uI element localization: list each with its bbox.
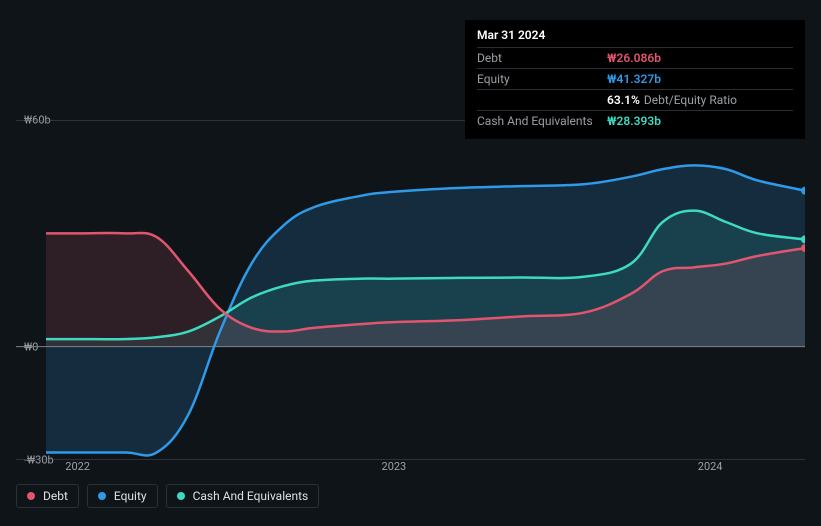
tooltip-row-label: Equity [477,72,607,86]
tooltip-row-value: ₩26.086b [607,51,661,65]
legend-dot-icon [98,492,106,500]
tooltip-row: Cash And Equivalents₩28.393b [477,110,793,131]
chart-tooltip: Mar 31 2024 Debt₩26.086bEquity₩41.327b63… [465,20,805,139]
tooltip-row: 63.1% Debt/Equity Ratio [477,89,793,110]
tooltip-date: Mar 31 2024 [477,28,793,47]
legend-dot-icon [177,492,185,500]
x-tick-label: 2023 [382,460,407,473]
legend-label: Cash And Equivalents [193,489,309,503]
legend-item[interactable]: Cash And Equivalents [166,484,320,508]
legend-label: Debt [43,489,68,503]
tooltip-row-label: Cash And Equivalents [477,114,607,128]
x-tick-label: 2022 [65,460,90,473]
tooltip-row-label: Debt [477,51,607,65]
tooltip-row: Debt₩26.086b [477,47,793,68]
legend-dot-icon [27,492,35,500]
legend-item[interactable]: Equity [87,484,158,508]
chart-area [16,120,805,460]
tooltip-row-label [477,93,607,107]
tooltip-row-extra: Debt/Equity Ratio [644,93,737,107]
legend-item[interactable]: Debt [16,484,79,508]
tooltip-row-value: 63.1% [607,93,640,107]
chart-svg [16,120,805,460]
legend-label: Equity [114,489,147,503]
tooltip-row: Equity₩41.327b [477,68,793,89]
x-tick-label: 2024 [698,460,723,473]
tooltip-row-value: ₩41.327b [607,72,661,86]
legend: Debt Equity Cash And Equivalents [16,484,319,508]
tooltip-row-value: ₩28.393b [607,114,661,128]
